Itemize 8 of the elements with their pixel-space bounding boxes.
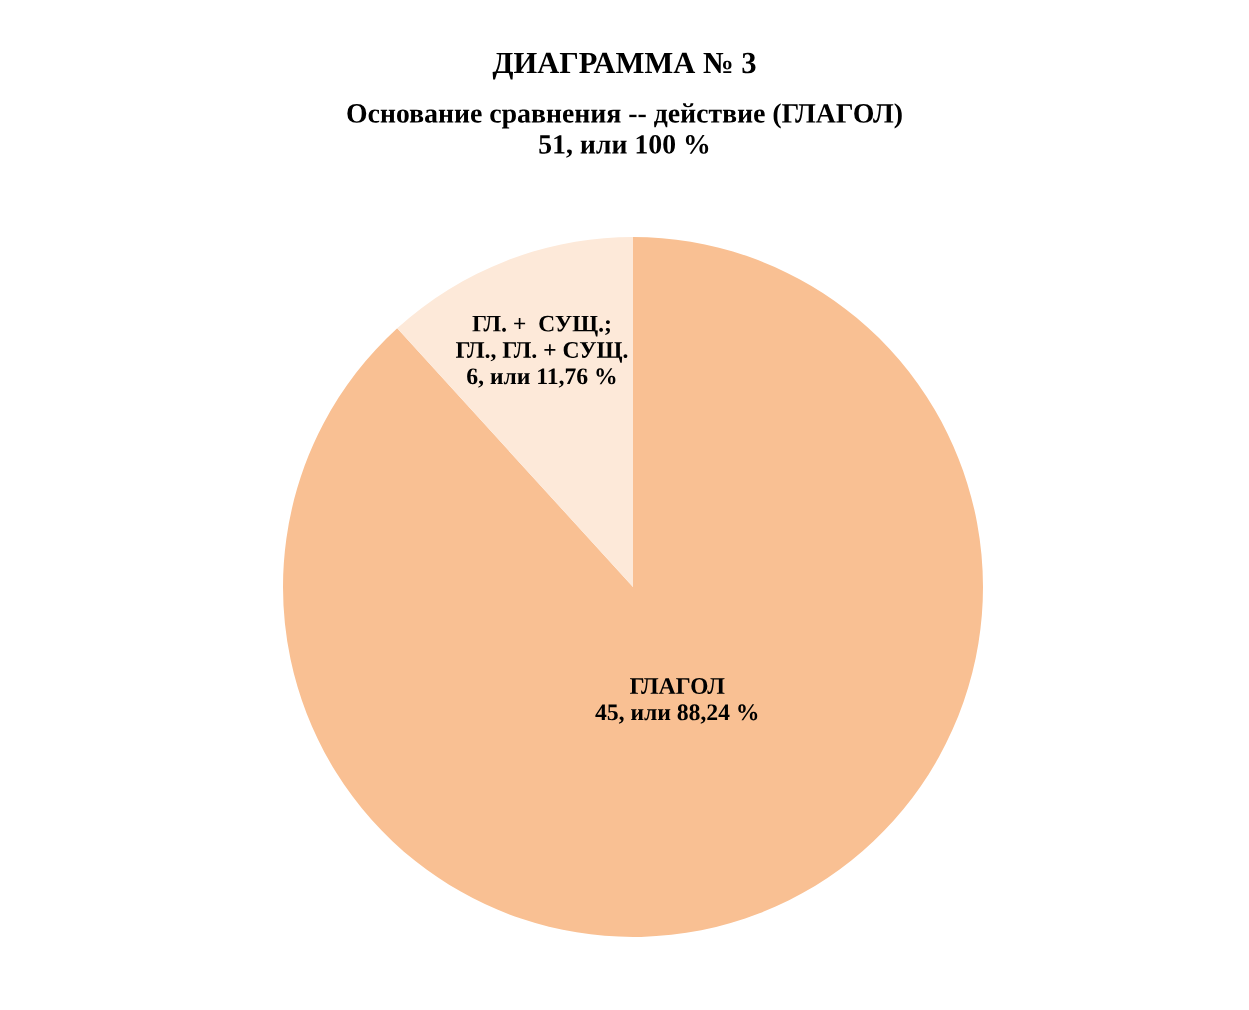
data-label: 6, или 11,76 % <box>467 368 616 388</box>
chart-title: ДИАГРАММА № 3 <box>492 52 756 80</box>
pie-slice <box>397 237 633 587</box>
slice-label: ГЛАГОЛ <box>630 678 725 694</box>
data-label: 45, или 88,24 % <box>595 704 758 724</box>
slice-label: ГЛ. + СУЩ.; ГЛ., ГЛ. + СУЩ. <box>455 315 628 363</box>
pie-slice <box>283 237 983 937</box>
chart-subtitle: Основание сравнения -- действие (ГЛАГОЛ) 51, или 100 % <box>347 103 902 158</box>
